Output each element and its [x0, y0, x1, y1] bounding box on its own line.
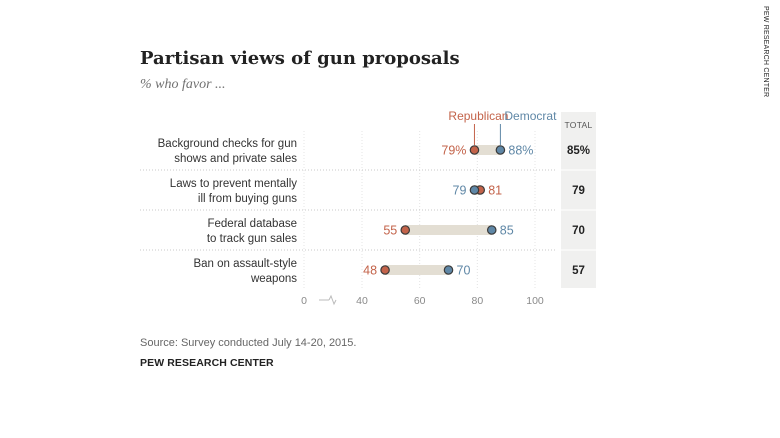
total-value: 85%	[567, 145, 590, 157]
x-tick-label: 80	[471, 295, 483, 307]
category-label-line: Laws to prevent mentally	[170, 178, 297, 190]
republican-value-label: 81	[488, 184, 502, 198]
republican-dot	[469, 145, 480, 155]
republican-dot	[400, 225, 411, 235]
republican-value-label: 55	[383, 224, 397, 238]
democrat-value-label: 70	[457, 264, 471, 278]
category-label-line: to track gun sales	[207, 233, 297, 245]
brand-footer: PEW RESEARCH CENTER	[140, 357, 274, 369]
legend-democrat: Democrat	[504, 109, 557, 123]
republican-value-label: 48	[363, 264, 377, 278]
x-tick-label: 0	[301, 295, 307, 307]
x-tick-label: 100	[526, 295, 544, 307]
democrat-dot	[443, 265, 454, 275]
democrat-dot	[495, 145, 506, 155]
side-credit-text: PEW RESEARCH CENTER	[762, 6, 769, 98]
side-credit: PEW RESEARCH CENTER	[762, 6, 776, 126]
chart-subtitle: % who favor ...	[140, 77, 226, 92]
range-bar	[474, 145, 501, 155]
source-note: Source: Survey conducted July 14-20, 201…	[140, 337, 357, 349]
democrat-value-label: 88%	[508, 144, 533, 158]
category-label-line: ill from buying guns	[198, 193, 297, 205]
total-value: 79	[572, 185, 585, 197]
republican-dot	[380, 265, 390, 275]
category-label-line: Ban on assault-style	[193, 258, 297, 270]
category-label-line: Federal database	[207, 218, 297, 230]
legend-republican: Republican	[448, 109, 508, 123]
democrat-dot	[486, 225, 497, 235]
democrat-value-label: 85	[500, 224, 514, 238]
total-value: 57	[572, 265, 585, 277]
chart-title: Partisan views of gun proposals	[140, 48, 460, 69]
x-tick-label: 60	[414, 295, 426, 307]
democrat-dot	[469, 185, 480, 195]
category-label-line: Background checks for gun	[158, 138, 297, 150]
total-header: TOTAL	[564, 120, 592, 130]
x-tick-label: 40	[356, 295, 368, 307]
category-label-line: shows and private sales	[174, 153, 297, 165]
total-column-bg	[561, 112, 596, 288]
category-label-line: weapons	[250, 273, 297, 285]
total-value: 70	[572, 225, 585, 237]
axis-break-symbol	[328, 294, 337, 306]
range-bar	[385, 265, 449, 275]
democrat-value-label: 79	[453, 184, 467, 198]
republican-value-label: 79%	[441, 144, 466, 158]
range-bar	[405, 225, 492, 235]
